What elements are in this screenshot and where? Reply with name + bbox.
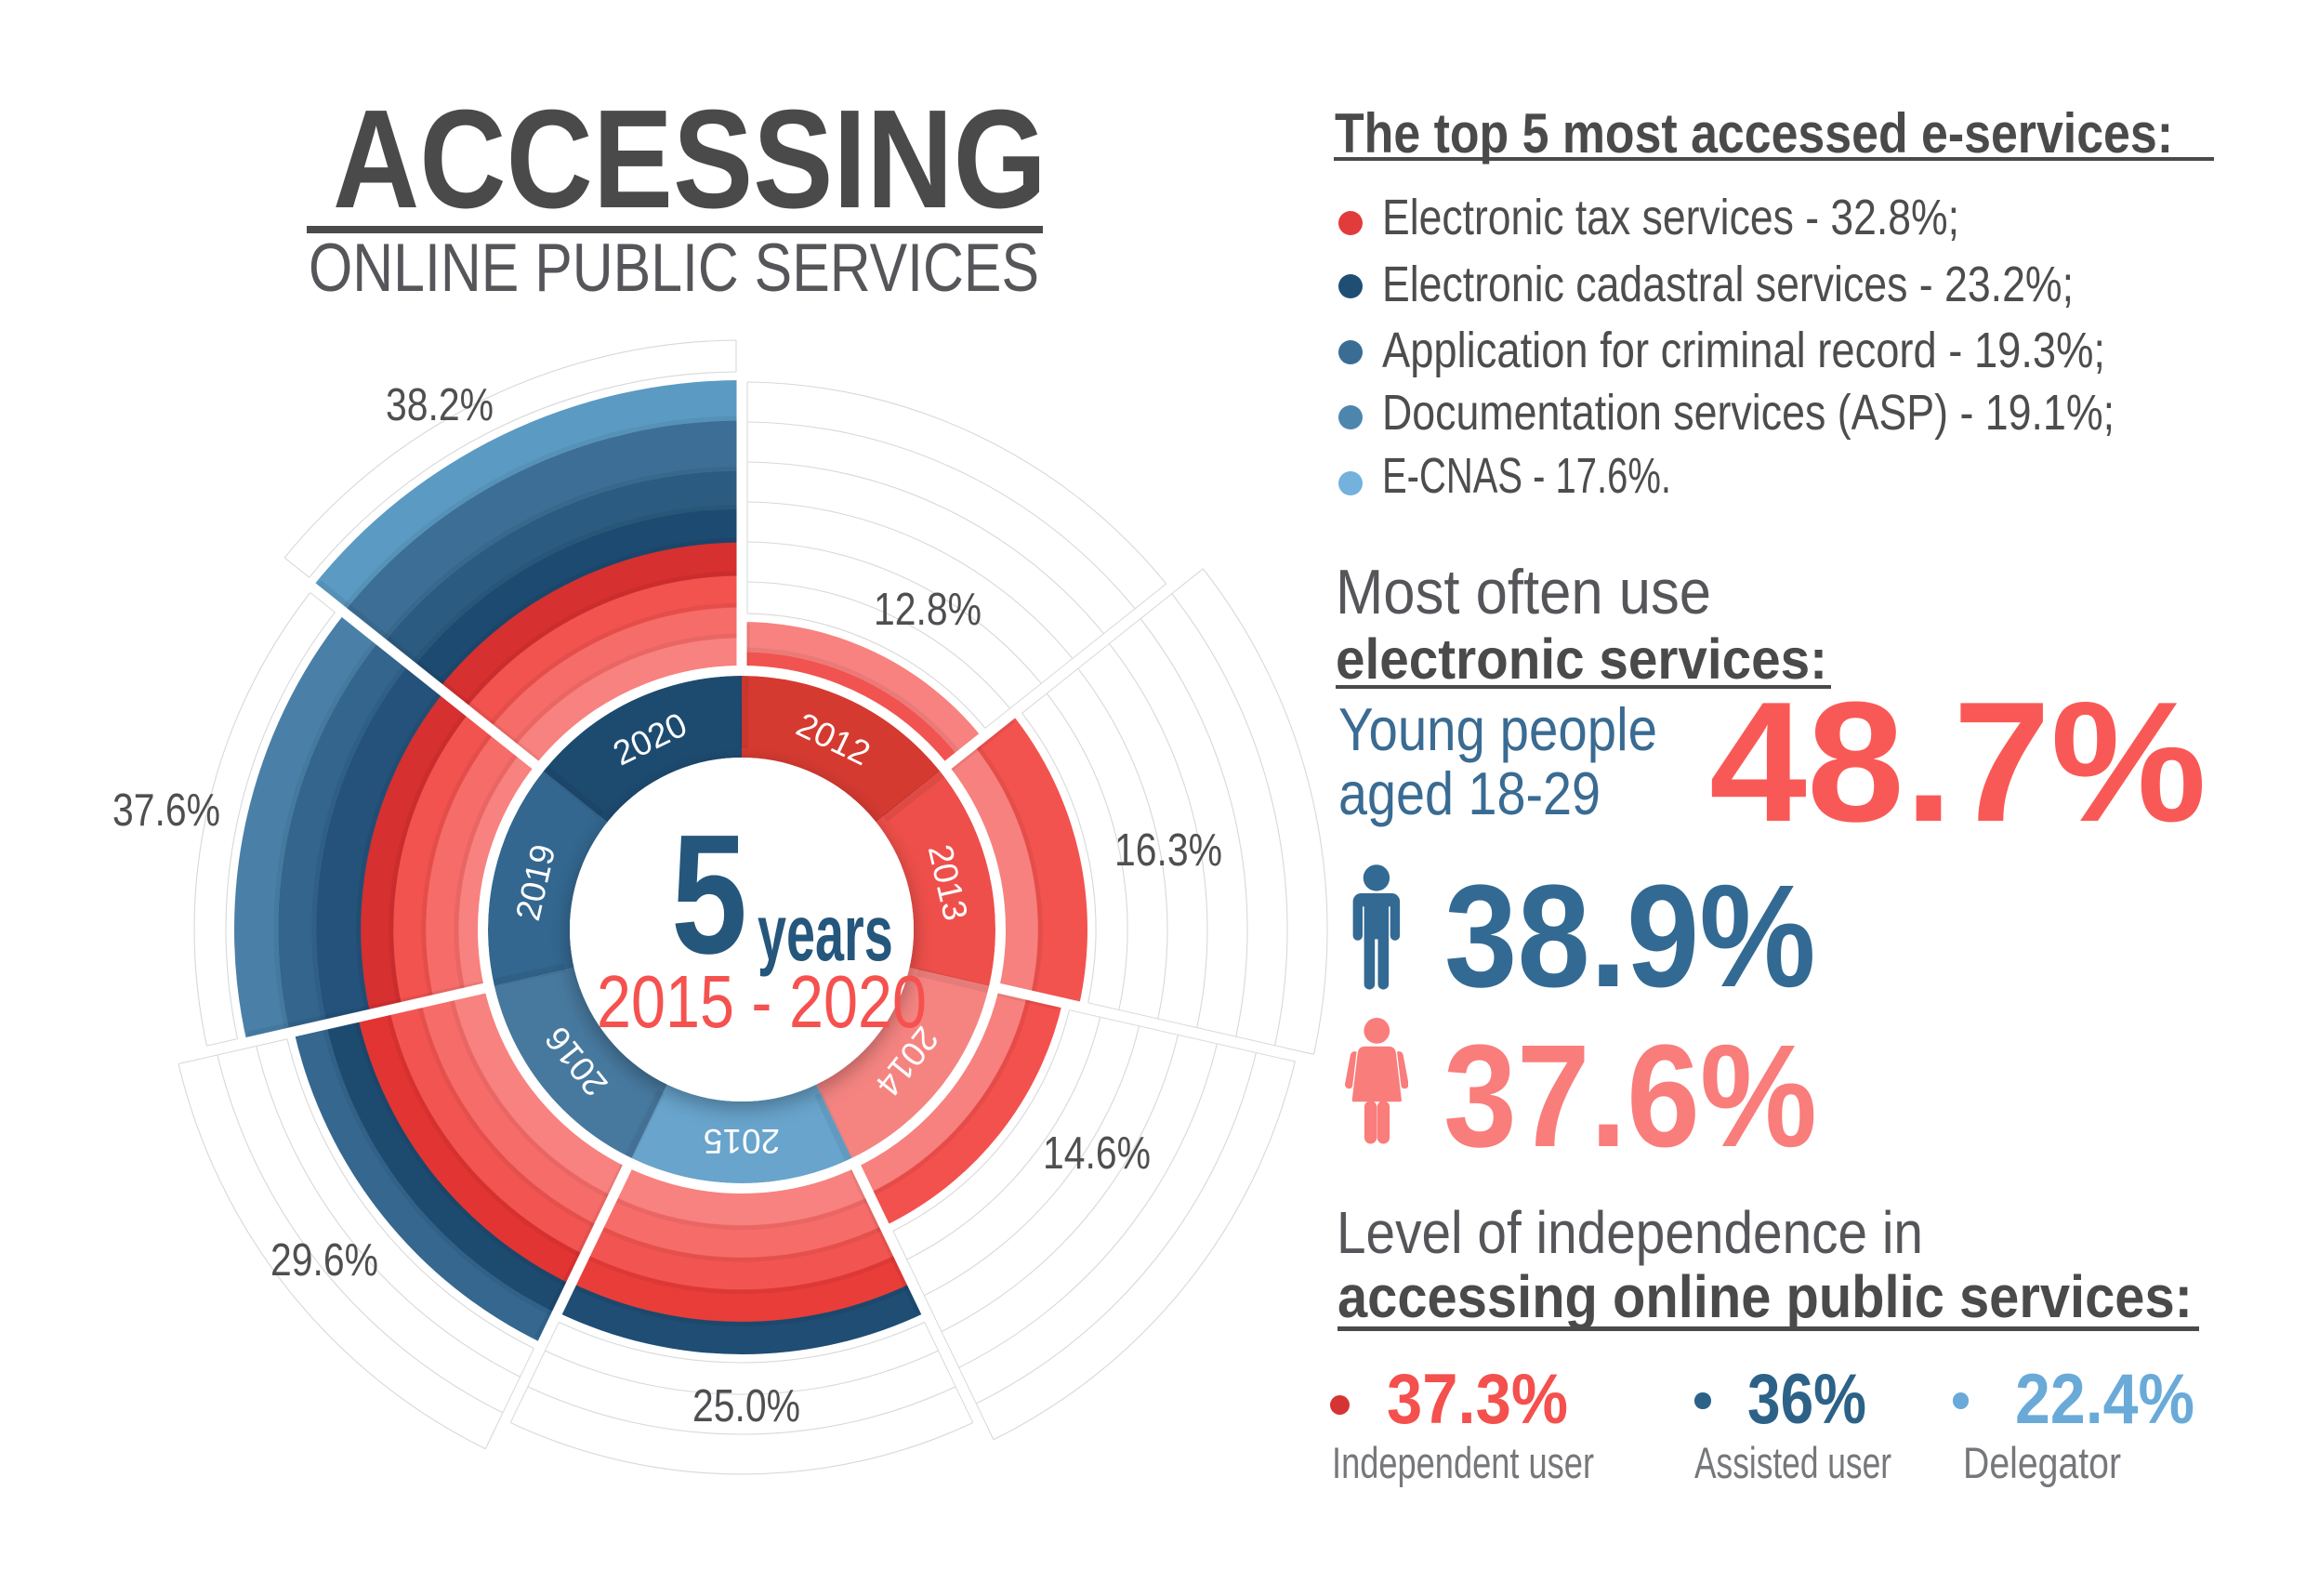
svg-text:2015: 2015 — [704, 1122, 780, 1160]
